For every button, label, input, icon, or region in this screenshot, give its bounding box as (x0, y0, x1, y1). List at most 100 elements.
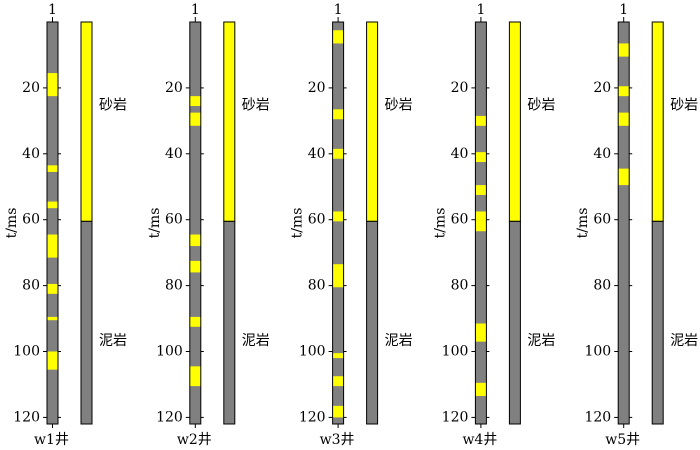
y-tick-label: 40 (451, 146, 469, 162)
y-tick-label: 20 (165, 80, 183, 96)
sand-interval (47, 351, 58, 370)
lithology-block (80, 21, 93, 222)
log-strip (618, 22, 630, 424)
x-axis-label: w4井 (462, 432, 497, 448)
sand-interval (475, 115, 487, 126)
y-tick-label: 120 (299, 409, 326, 425)
sand-interval (47, 73, 58, 97)
sand-interval (618, 168, 630, 186)
column-label: 1 (334, 2, 343, 18)
y-tick-label: 40 (22, 146, 40, 162)
log-strip (189, 22, 201, 424)
sand-interval (189, 366, 201, 387)
sand-interval (618, 112, 630, 126)
lithology-label: 泥岩 (385, 333, 413, 349)
sand-interval (332, 30, 344, 44)
log-strip (47, 22, 58, 424)
y-tick-label: 40 (593, 146, 611, 162)
lithology-block (366, 21, 379, 222)
x-axis-label: w3井 (320, 432, 355, 448)
y-tick-label: 100 (13, 344, 40, 360)
sand-interval (332, 353, 344, 359)
lithology-block (651, 21, 664, 222)
y-tick-label: 80 (451, 278, 469, 294)
x-axis-label: w1井 (34, 432, 69, 448)
y-axis-label: t/ms (575, 208, 591, 239)
x-axis-label: w5井 (605, 432, 640, 448)
y-tick-label: 60 (308, 212, 326, 228)
y-tick-label: 40 (165, 146, 183, 162)
lithology-block (508, 220, 521, 425)
sand-interval (47, 165, 58, 172)
x-axis-label: w2井 (177, 432, 212, 448)
y-tick-label: 80 (165, 278, 183, 294)
lithology-block (223, 220, 236, 425)
y-tick-label: 60 (593, 212, 611, 228)
y-tick-label: 20 (593, 80, 611, 96)
lithology-label: 泥岩 (527, 333, 555, 349)
lithology-block (508, 21, 521, 222)
y-axis-label: t/ms (4, 208, 20, 239)
sand-interval (189, 316, 201, 327)
sand-interval (475, 323, 487, 342)
y-tick-label: 100 (584, 344, 611, 360)
sand-interval (189, 96, 201, 107)
sand-interval (618, 43, 630, 57)
y-tick-label: 60 (451, 212, 469, 228)
lithology-label: 砂岩 (242, 98, 270, 114)
column-label: 1 (48, 2, 57, 18)
sand-interval (47, 283, 58, 294)
lithology-block (651, 220, 664, 425)
log-strip (332, 22, 344, 424)
sand-interval (475, 152, 487, 163)
column-label: 1 (619, 2, 628, 18)
sand-interval (47, 201, 58, 209)
y-axis-label: t/ms (432, 208, 448, 239)
sand-interval (189, 234, 201, 247)
sand-interval (618, 86, 630, 97)
y-tick-label: 100 (156, 344, 183, 360)
y-tick-label: 120 (156, 409, 183, 425)
lithology-label: 泥岩 (99, 333, 127, 349)
sand-interval (189, 260, 201, 273)
y-tick-label: 80 (593, 278, 611, 294)
sand-interval (475, 382, 487, 396)
y-tick-label: 120 (13, 409, 40, 425)
lithology-label: 砂岩 (99, 98, 127, 114)
y-tick-label: 20 (22, 80, 40, 96)
sand-interval (475, 211, 487, 232)
lithology-label: 砂岩 (670, 98, 698, 114)
y-tick-label: 100 (299, 344, 326, 360)
lithology-label: 砂岩 (527, 98, 555, 114)
sand-interval (47, 316, 58, 321)
sand-interval (47, 234, 58, 258)
lithology-block (366, 220, 379, 425)
y-tick-label: 120 (442, 409, 469, 425)
sand-interval (332, 376, 344, 387)
sand-interval (332, 148, 344, 159)
sand-interval (189, 112, 201, 126)
y-axis-label: t/ms (147, 208, 163, 239)
sand-interval (332, 109, 344, 120)
sand-interval (332, 264, 344, 288)
lithology-block (80, 220, 93, 425)
lithology-label: 泥岩 (670, 333, 698, 349)
lithology-block (223, 21, 236, 222)
y-tick-label: 20 (308, 80, 326, 96)
y-tick-label: 80 (22, 278, 40, 294)
y-tick-label: 20 (451, 80, 469, 96)
y-tick-label: 40 (308, 146, 326, 162)
y-tick-label: 60 (22, 212, 40, 228)
column-label: 1 (191, 2, 200, 18)
y-axis-label: t/ms (290, 208, 306, 239)
lithology-label: 泥岩 (242, 333, 270, 349)
y-tick-label: 80 (308, 278, 326, 294)
sand-interval (475, 185, 487, 195)
y-tick-label: 100 (442, 344, 469, 360)
sand-interval (332, 211, 344, 222)
sand-interval (332, 405, 344, 418)
lithology-label: 砂岩 (385, 98, 413, 114)
column-label: 1 (476, 2, 485, 18)
y-tick-label: 60 (165, 212, 183, 228)
